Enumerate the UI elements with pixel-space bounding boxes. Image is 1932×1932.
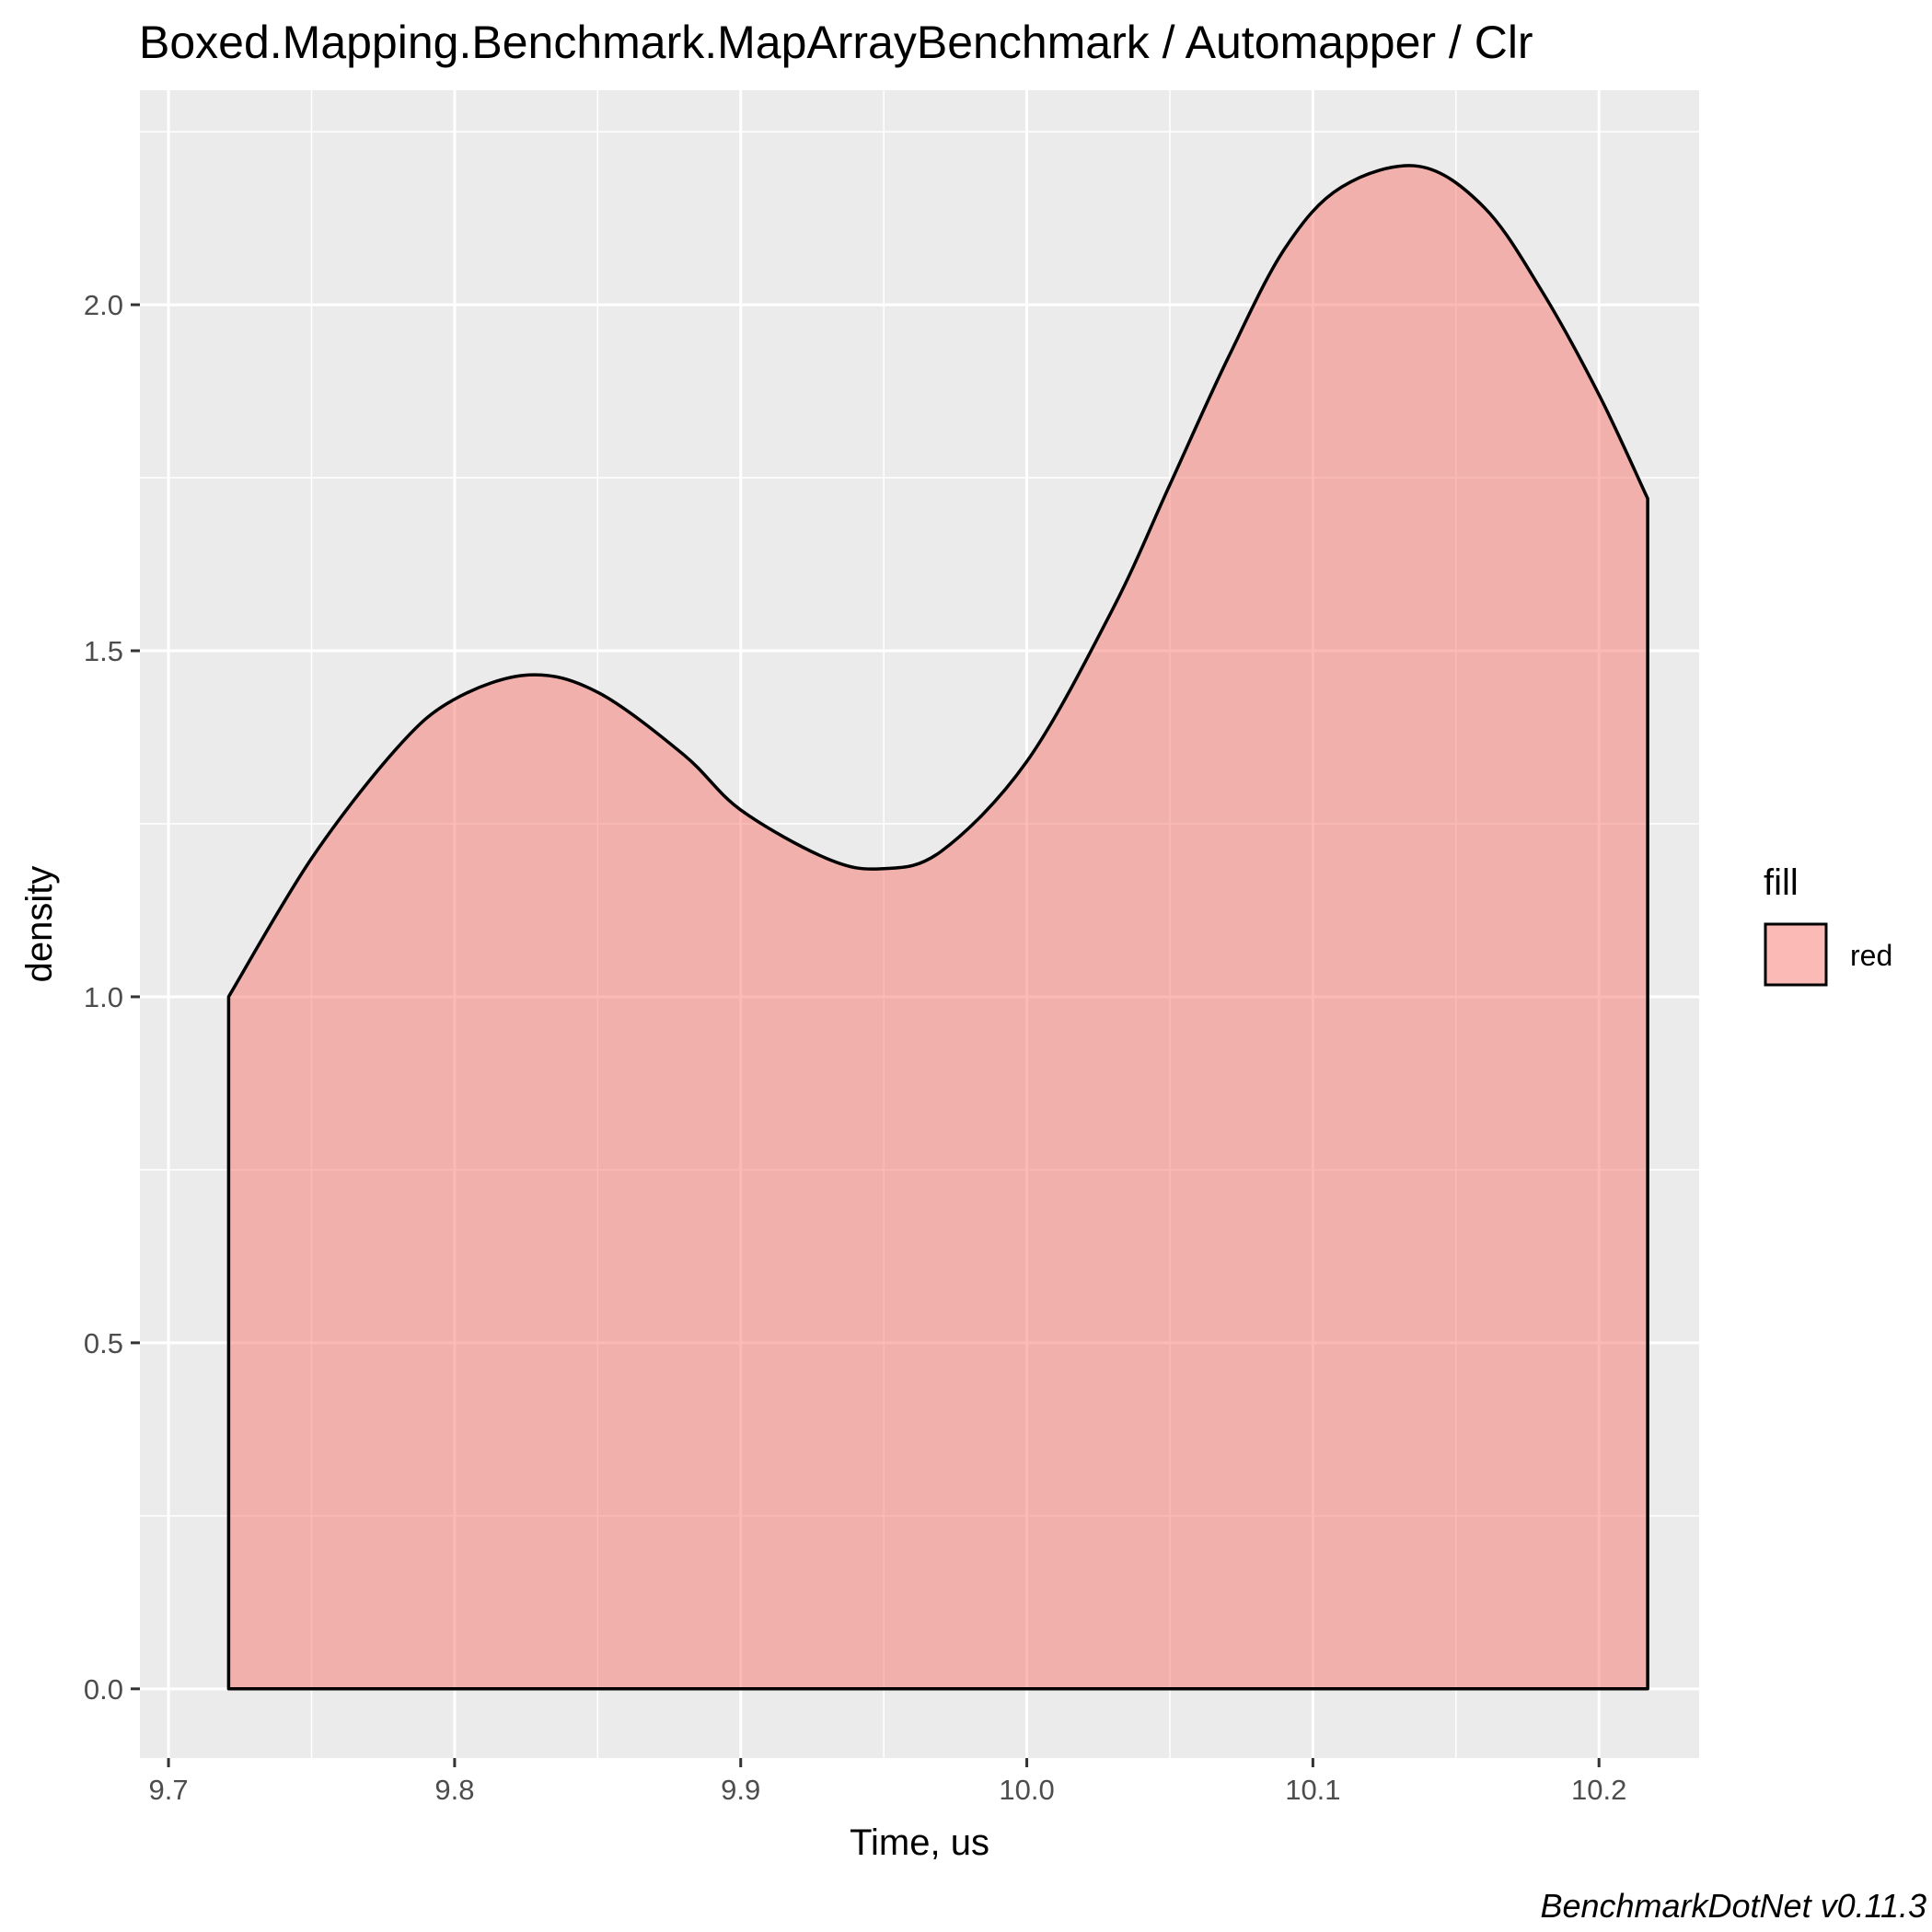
x-tick-label: 10.0 xyxy=(999,1774,1054,1806)
legend-entry-label: red xyxy=(1850,939,1892,972)
y-axis-title: density xyxy=(19,866,60,983)
x-tick-label: 9.7 xyxy=(149,1774,189,1806)
legend-title: fill xyxy=(1764,862,1799,903)
y-tick-label: 1.0 xyxy=(84,981,123,1013)
density-area xyxy=(226,164,1649,1691)
y-axis: 0.0 0.5 1.0 1.5 2.0 xyxy=(84,289,140,1706)
density-series-layer xyxy=(226,164,1649,1691)
y-tick-label: 1.5 xyxy=(84,635,123,667)
y-tick-label: 2.0 xyxy=(84,289,123,321)
y-tick-label: 0.0 xyxy=(84,1673,123,1706)
y-tick-label: 0.5 xyxy=(84,1327,123,1359)
x-tick-label: 10.1 xyxy=(1285,1774,1340,1806)
x-tick-label: 9.8 xyxy=(434,1774,474,1806)
legend: fill red xyxy=(1764,862,1892,987)
x-axis: 9.7 9.8 9.9 10.0 10.1 10.2 xyxy=(149,1758,1626,1806)
x-tick-label: 10.2 xyxy=(1571,1774,1626,1806)
caption: BenchmarkDotNet v0.11.3 xyxy=(1540,1887,1926,1925)
chart-title: Boxed.Mapping.Benchmark.MapArrayBenchmar… xyxy=(139,17,1533,68)
legend-key-swatch xyxy=(1764,922,1828,987)
x-axis-title: Time, us xyxy=(850,1822,989,1863)
x-tick-label: 9.9 xyxy=(721,1774,760,1806)
